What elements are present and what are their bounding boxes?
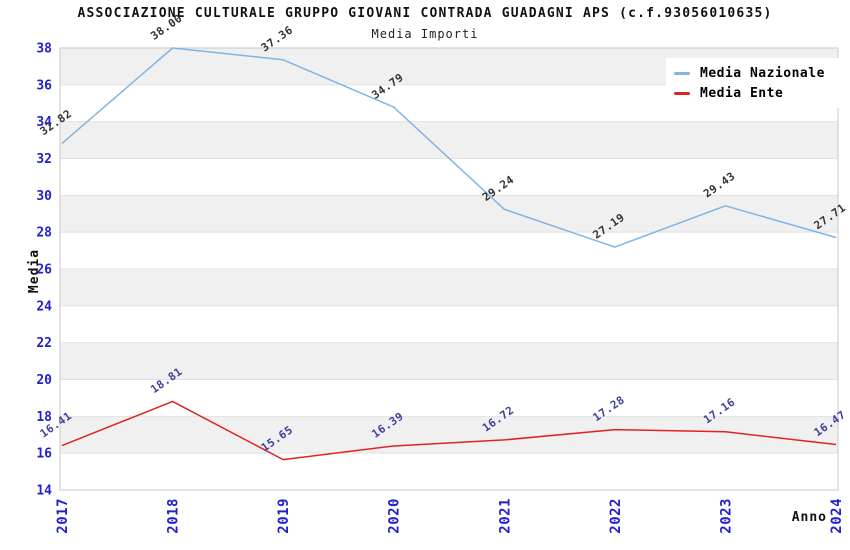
x-tick-label: 2019 — [276, 498, 292, 534]
grid-band — [60, 416, 838, 454]
data-label: 38.00 — [148, 12, 185, 43]
legend: Media Nazionale Media Ente — [666, 58, 848, 108]
grid-band — [60, 269, 838, 306]
y-tick-label: 32 — [36, 152, 52, 167]
x-tick-label: 2020 — [387, 498, 403, 534]
y-tick-label: 36 — [36, 78, 52, 93]
legend-label-media-nazionale: Media Nazionale — [700, 65, 825, 81]
y-tick-label: 22 — [36, 336, 52, 351]
x-tick-label: 2018 — [166, 498, 182, 534]
legend-item-media-ente: Media Ente — [674, 83, 840, 103]
legend-swatch-media-ente — [674, 91, 690, 95]
legend-label-media-ente: Media Ente — [700, 85, 784, 101]
series-line-media-ente — [61, 400, 837, 461]
plot-border — [59, 47, 839, 491]
series-line-media-nazionale — [61, 47, 837, 248]
y-tick-label: 28 — [36, 226, 52, 241]
x-tick-label: 2017 — [55, 498, 71, 534]
grid-band — [60, 195, 838, 233]
x-axis-label: Anno — [792, 510, 827, 525]
y-axis-label: Media — [27, 249, 42, 293]
y-tick-label: 34 — [36, 115, 52, 130]
chart-subtitle: Media Importi — [371, 27, 479, 41]
x-tick-label: 2022 — [608, 498, 624, 534]
y-tick-label: 18 — [36, 410, 52, 425]
y-tick-label: 16 — [36, 447, 52, 462]
legend-item-media-nazionale: Media Nazionale — [674, 63, 840, 83]
x-tick-label: 2021 — [497, 498, 513, 534]
y-tick-label: 20 — [36, 373, 52, 388]
y-tick-label: 26 — [36, 263, 52, 278]
grid-band — [60, 342, 838, 380]
grid-band — [60, 121, 838, 159]
y-tick-label: 30 — [36, 189, 52, 204]
y-tick-label: 24 — [36, 299, 52, 314]
x-tick-label: 2023 — [718, 498, 734, 534]
x-tick-label: 2024 — [829, 498, 845, 534]
legend-swatch-media-nazionale — [674, 71, 690, 75]
y-tick-label: 14 — [36, 484, 52, 499]
chart-title: ASSOCIAZIONE CULTURALE GRUPPO GIOVANI CO… — [77, 6, 773, 21]
y-tick-label: 38 — [36, 42, 52, 57]
